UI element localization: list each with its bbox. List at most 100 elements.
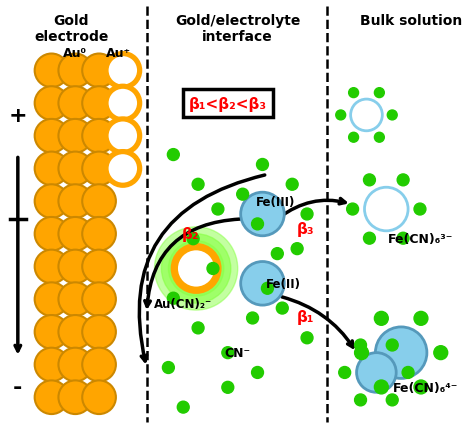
Circle shape: [374, 133, 384, 143]
Text: Fe(III): Fe(III): [255, 195, 295, 208]
Circle shape: [246, 312, 258, 324]
Circle shape: [356, 353, 396, 392]
Circle shape: [237, 189, 248, 201]
Circle shape: [167, 149, 179, 161]
Circle shape: [355, 394, 366, 406]
Circle shape: [336, 111, 346, 121]
Circle shape: [346, 204, 358, 216]
Circle shape: [58, 315, 92, 349]
Circle shape: [222, 381, 234, 393]
Circle shape: [192, 179, 204, 191]
Circle shape: [35, 250, 68, 284]
Text: Fe(II): Fe(II): [265, 277, 301, 290]
Text: β₁<β₂<β₃: β₁<β₂<β₃: [189, 96, 267, 111]
Text: β₃: β₃: [296, 222, 314, 237]
Circle shape: [286, 179, 298, 191]
Circle shape: [174, 247, 218, 291]
Circle shape: [82, 217, 116, 251]
Circle shape: [35, 185, 68, 219]
Text: Fe(CN)₆⁴⁻: Fe(CN)₆⁴⁻: [393, 381, 459, 394]
Text: CN⁻: CN⁻: [225, 346, 251, 359]
Circle shape: [58, 217, 92, 251]
Circle shape: [272, 248, 283, 260]
Circle shape: [106, 120, 140, 153]
Circle shape: [241, 262, 284, 305]
Circle shape: [106, 55, 140, 88]
Circle shape: [168, 241, 224, 296]
Circle shape: [58, 283, 92, 316]
Circle shape: [374, 89, 384, 98]
Circle shape: [349, 133, 358, 143]
Circle shape: [167, 293, 179, 305]
Circle shape: [58, 250, 92, 284]
Circle shape: [301, 209, 313, 220]
Text: Au⁺: Au⁺: [106, 47, 131, 60]
Circle shape: [82, 348, 116, 381]
Circle shape: [35, 87, 68, 121]
Circle shape: [187, 233, 199, 245]
Circle shape: [434, 346, 448, 360]
Circle shape: [82, 380, 116, 414]
Circle shape: [177, 401, 189, 413]
Circle shape: [58, 380, 92, 414]
Circle shape: [82, 185, 116, 219]
Circle shape: [365, 188, 408, 231]
Circle shape: [162, 234, 231, 303]
Circle shape: [241, 193, 284, 236]
Circle shape: [192, 322, 204, 334]
Circle shape: [163, 362, 174, 374]
Circle shape: [397, 233, 409, 245]
Circle shape: [414, 312, 428, 325]
Circle shape: [58, 55, 92, 88]
Circle shape: [58, 348, 92, 381]
Text: Gold/electrolyte
interface: Gold/electrolyte interface: [175, 14, 301, 44]
Circle shape: [301, 332, 313, 344]
Circle shape: [82, 250, 116, 284]
Circle shape: [35, 315, 68, 349]
Circle shape: [82, 152, 116, 186]
Circle shape: [58, 120, 92, 153]
Circle shape: [106, 87, 140, 121]
Circle shape: [35, 283, 68, 316]
Circle shape: [355, 346, 368, 360]
Circle shape: [252, 219, 264, 230]
Circle shape: [414, 204, 426, 216]
Circle shape: [252, 367, 264, 379]
Circle shape: [256, 159, 268, 171]
Circle shape: [374, 312, 388, 325]
Circle shape: [35, 120, 68, 153]
Circle shape: [414, 380, 428, 394]
Circle shape: [375, 327, 427, 379]
Circle shape: [364, 175, 375, 186]
Circle shape: [386, 339, 398, 351]
Circle shape: [58, 152, 92, 186]
Text: +: +: [9, 106, 27, 126]
Circle shape: [351, 100, 383, 132]
Circle shape: [364, 233, 375, 245]
Circle shape: [397, 175, 409, 186]
Circle shape: [207, 263, 219, 275]
Text: Fe(CN)₆³⁻: Fe(CN)₆³⁻: [388, 233, 454, 246]
Circle shape: [35, 152, 68, 186]
Circle shape: [82, 315, 116, 349]
Text: -: -: [13, 377, 23, 397]
Circle shape: [222, 347, 234, 359]
Circle shape: [155, 227, 238, 310]
Circle shape: [349, 89, 358, 98]
Circle shape: [262, 283, 273, 294]
Circle shape: [386, 394, 398, 406]
Circle shape: [402, 367, 414, 379]
Circle shape: [212, 204, 224, 216]
Circle shape: [291, 243, 303, 255]
Circle shape: [276, 302, 288, 314]
Circle shape: [58, 87, 92, 121]
Circle shape: [82, 87, 116, 121]
Circle shape: [82, 120, 116, 153]
Circle shape: [374, 380, 388, 394]
Circle shape: [387, 111, 397, 121]
Text: Au(CN)₂⁻: Au(CN)₂⁻: [154, 297, 212, 310]
Circle shape: [106, 152, 140, 186]
Text: Bulk solution: Bulk solution: [360, 14, 462, 28]
Circle shape: [35, 217, 68, 251]
Circle shape: [82, 283, 116, 316]
